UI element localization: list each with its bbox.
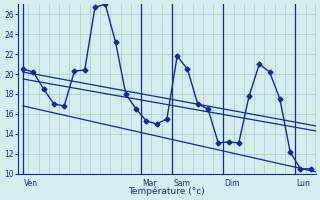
- Text: Mar: Mar: [142, 179, 157, 188]
- Text: Sam: Sam: [173, 179, 190, 188]
- Text: Dim: Dim: [224, 179, 240, 188]
- Text: Ven: Ven: [24, 179, 38, 188]
- X-axis label: Température (°c): Température (°c): [129, 186, 205, 196]
- Text: Lun: Lun: [296, 179, 310, 188]
